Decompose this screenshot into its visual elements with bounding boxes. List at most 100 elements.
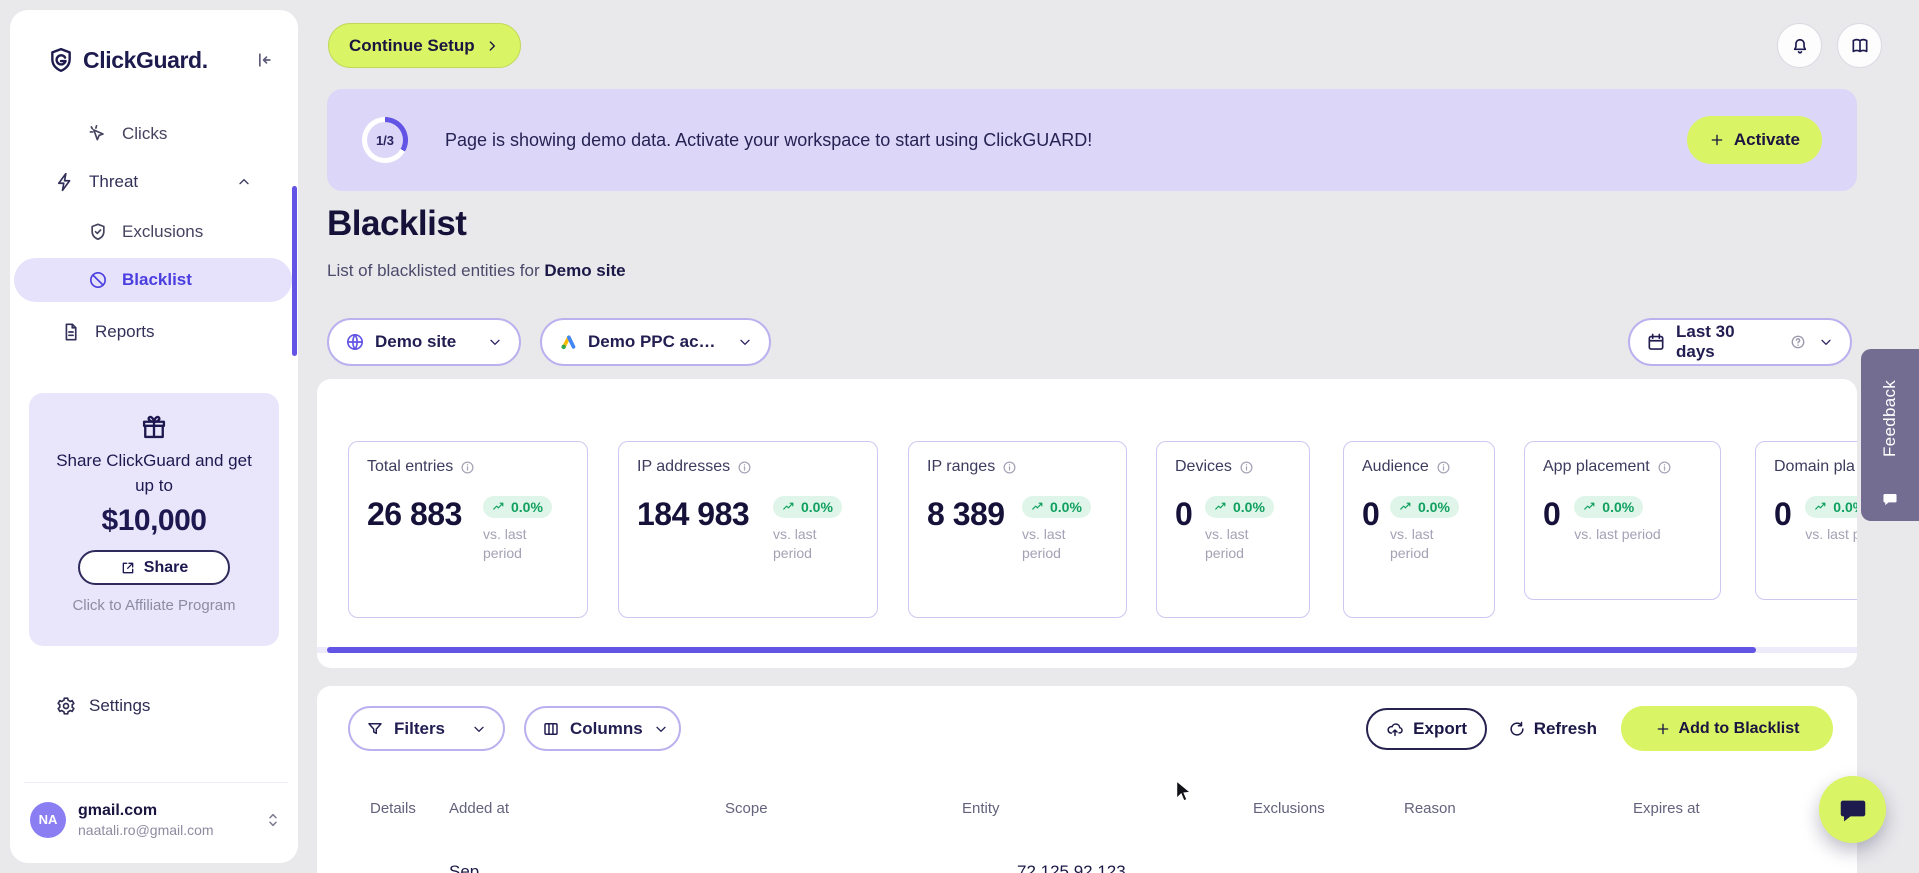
user-menu[interactable]: NA gmail.com naatali.ro@gmail.com	[24, 782, 288, 852]
stat-value: 184 983	[637, 496, 750, 532]
sidebar-item-label: Clicks	[122, 124, 168, 143]
feedback-tab[interactable]: Feedback	[1861, 349, 1919, 521]
stat-note: vs. last period	[483, 526, 527, 561]
stat-card-audience: Audience 0 0.0% vs. last period	[1343, 441, 1495, 618]
sidebar-item-reports[interactable]: Reports	[10, 312, 298, 352]
chevron-down-icon	[487, 334, 503, 350]
stat-note: vs. last period	[1805, 526, 1857, 542]
trend-up-icon	[1031, 500, 1045, 514]
help-icon[interactable]	[1790, 334, 1806, 350]
sidebar-collapse-button[interactable]	[252, 48, 276, 72]
info-icon[interactable]	[1002, 460, 1017, 475]
subtitle-site-name: Demo site	[544, 261, 626, 280]
bolt-icon	[55, 172, 75, 192]
column-header-reason: Reason	[1404, 800, 1456, 817]
column-header-expires-at: Expires at	[1633, 800, 1700, 817]
table-row-added-at[interactable]: Sep	[449, 862, 480, 873]
export-button[interactable]: Export	[1366, 708, 1487, 750]
activate-button[interactable]: Activate	[1686, 116, 1822, 164]
sidebar-item-settings[interactable]: Settings	[10, 686, 298, 726]
trend-up-icon	[1814, 500, 1828, 514]
chat-widget-button[interactable]	[1819, 776, 1886, 843]
trend-badge: 0.0%	[483, 496, 552, 518]
sidebar-item-label: Reports	[95, 322, 155, 341]
docs-button[interactable]	[1837, 23, 1882, 68]
affiliate-program-link[interactable]: Click to Affiliate Program	[72, 597, 236, 615]
stat-label: IP addresses	[637, 458, 731, 475]
column-header-entity: Entity	[962, 800, 1000, 817]
trend-up-icon	[1399, 500, 1413, 514]
ban-icon	[88, 270, 108, 290]
avatar: NA	[30, 801, 66, 838]
refresh-icon	[1508, 720, 1526, 738]
trend-badge: 0.0%	[1805, 496, 1857, 518]
date-range-dropdown[interactable]: Last 30 days	[1628, 318, 1852, 366]
chevron-up-icon	[236, 174, 252, 190]
banner-message: Page is showing demo data. Activate your…	[445, 129, 1093, 150]
continue-setup-button[interactable]: Continue Setup	[328, 23, 521, 68]
stat-value: 0	[1362, 496, 1380, 532]
plus-icon	[1709, 132, 1725, 148]
info-icon[interactable]	[1657, 460, 1672, 475]
chevron-down-icon	[653, 721, 669, 737]
user-name: gmail.com	[78, 801, 158, 819]
columns-button[interactable]: Columns	[524, 706, 681, 751]
globe-icon	[345, 332, 365, 352]
columns-icon	[542, 720, 560, 738]
info-icon[interactable]	[1239, 460, 1254, 475]
column-header-exclusions: Exclusions	[1253, 800, 1325, 817]
trend-up-icon	[492, 500, 506, 514]
page-subtitle: List of blacklisted entities for Demo si…	[327, 261, 626, 281]
stat-label: Total entries	[367, 458, 454, 475]
info-icon[interactable]	[460, 460, 475, 475]
calendar-icon	[1646, 332, 1666, 352]
info-icon[interactable]	[737, 460, 752, 475]
trend-up-icon	[1583, 500, 1597, 514]
user-email: naatali.ro@gmail.com	[78, 821, 214, 838]
affiliate-promo-card: Share ClickGuard and get up to $10,000 S…	[29, 393, 279, 646]
sidebar-item-exclusions[interactable]: Exclusions	[10, 212, 298, 252]
stat-value: 26 883	[367, 496, 462, 532]
site-selector-dropdown[interactable]: Demo site	[327, 318, 521, 366]
clickguard-logo-icon	[48, 47, 74, 73]
sidebar-item-threat[interactable]: Threat	[10, 162, 298, 202]
gear-icon	[56, 696, 76, 716]
sidebar-item-clicks[interactable]: Clicks	[10, 114, 298, 154]
setup-progress-step: 1/3	[367, 122, 403, 158]
sidebar-item-label: Threat	[89, 172, 139, 191]
ppc-account-dropdown[interactable]: Demo PPC ac…	[540, 318, 771, 366]
info-icon[interactable]	[1436, 460, 1451, 475]
user-info: gmail.com naatali.ro@gmail.com	[78, 802, 214, 838]
date-range-value: Last 30 days	[1676, 322, 1735, 361]
promo-headline: Share ClickGuard and get up to	[56, 451, 252, 495]
chevron-right-icon	[484, 38, 500, 54]
sidebar-scrollbar[interactable]	[292, 186, 297, 356]
book-icon	[1850, 36, 1870, 56]
bell-icon	[1790, 36, 1810, 56]
stat-label: Devices	[1175, 458, 1232, 475]
table-row-entity[interactable]: 72.125.92.123	[1017, 862, 1126, 873]
stat-value: 0	[1543, 496, 1561, 532]
chat-bubble-icon	[1838, 795, 1868, 825]
ppc-account-value: Demo PPC ac…	[588, 332, 716, 351]
refresh-button[interactable]: Refresh	[1500, 708, 1605, 750]
add-to-blacklist-button[interactable]: Add to Blacklist	[1621, 706, 1833, 751]
collapse-sidebar-icon	[254, 50, 274, 70]
filters-button[interactable]: Filters	[348, 706, 505, 751]
stat-value: 0	[1774, 496, 1792, 532]
cards-scrollbar-thumb[interactable]	[327, 647, 1756, 653]
clickguard-logo-text: ClickGuard.	[83, 46, 208, 73]
shield-check-icon	[88, 222, 108, 242]
blacklist-table-panel: Filters Columns Export Refresh Add to Bl…	[317, 686, 1857, 873]
share-button[interactable]: Share	[78, 550, 230, 586]
sidebar-item-blacklist[interactable]: Blacklist	[14, 258, 292, 302]
notifications-button[interactable]	[1777, 23, 1822, 68]
settings-label: Settings	[89, 696, 151, 715]
demo-data-banner: 1/3 Page is showing demo data. Activate …	[327, 89, 1857, 191]
sidebar-item-label: Blacklist	[122, 270, 192, 289]
stats-panel: Total entries 26 883 0.0% vs. last perio…	[317, 379, 1857, 668]
stat-card-app-placement: App placement 0 0.0% vs. last period	[1524, 441, 1721, 600]
stat-card-ip-ranges: IP ranges 8 389 0.0% vs. last period	[908, 441, 1127, 618]
column-header-scope: Scope	[725, 800, 768, 817]
trend-badge: 0.0%	[1390, 496, 1459, 518]
